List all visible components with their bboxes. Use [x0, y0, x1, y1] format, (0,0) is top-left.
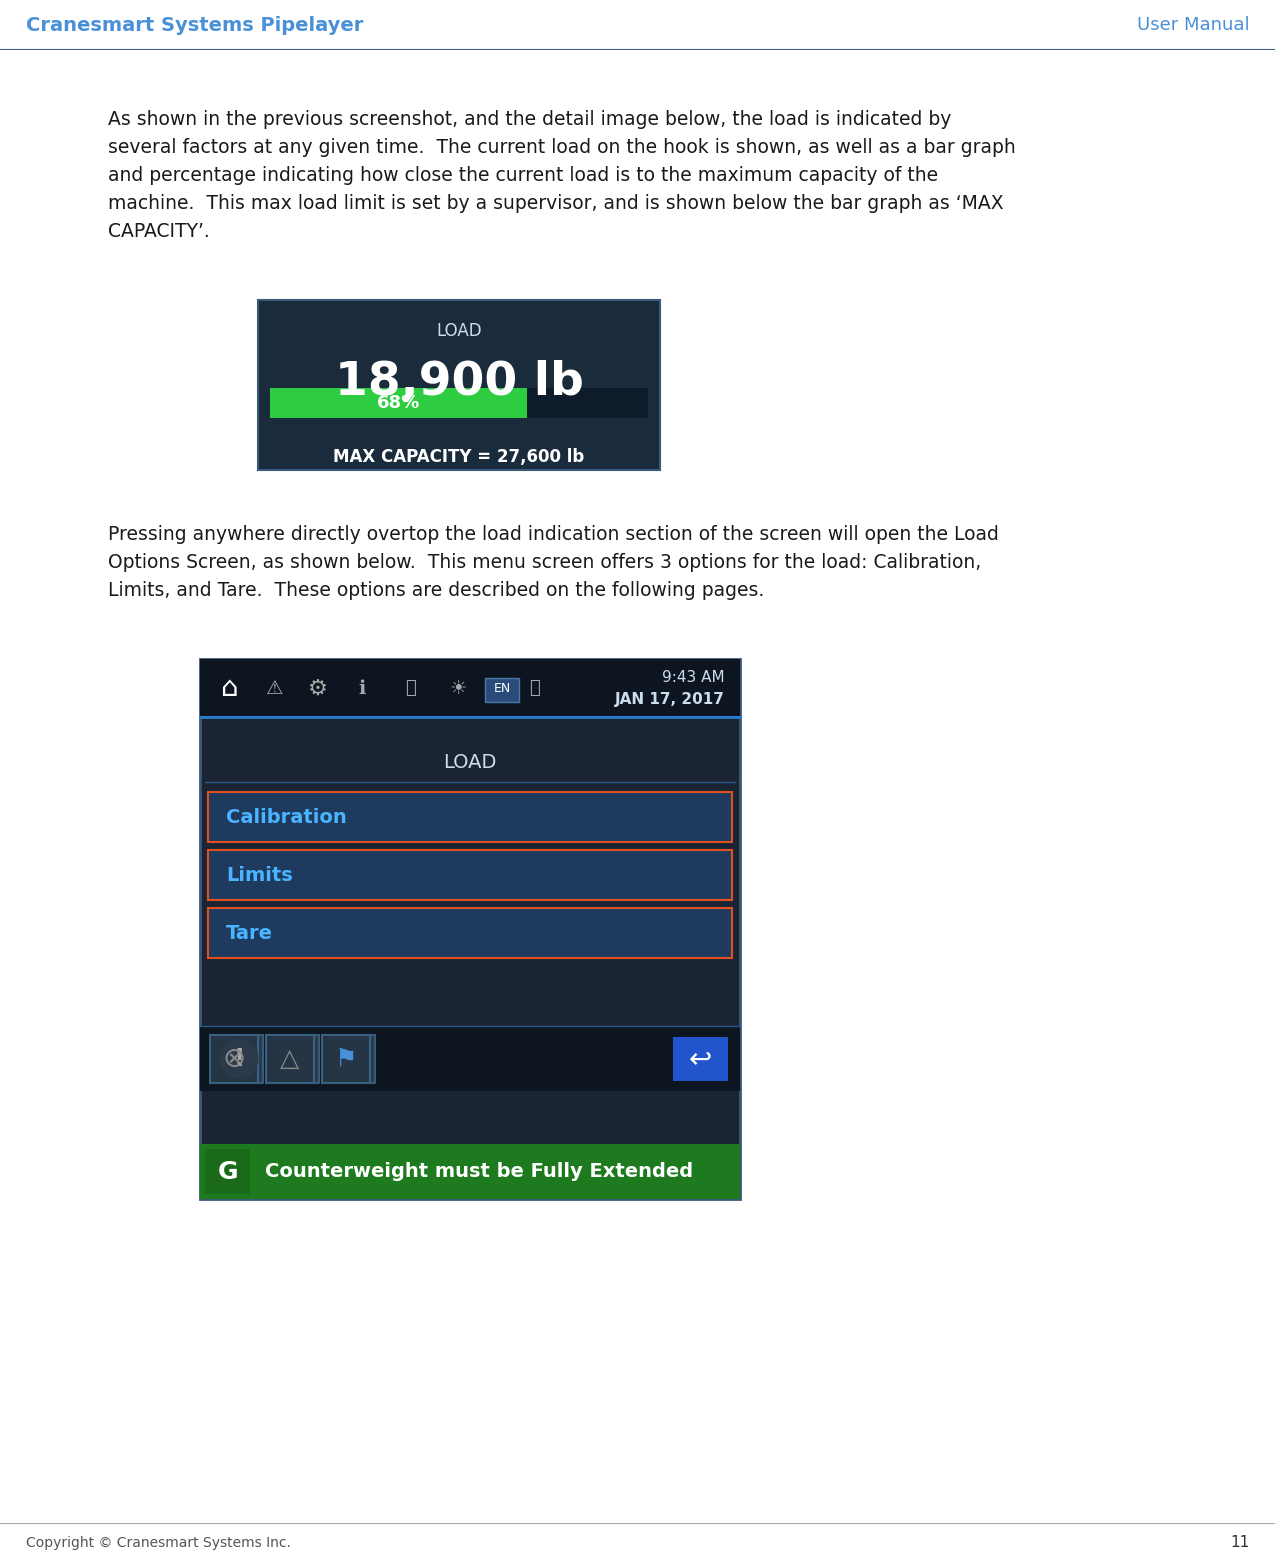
Text: machine.  This max load limit is set by a supervisor, and is shown below the bar: machine. This max load limit is set by a… [108, 194, 1003, 213]
FancyBboxPatch shape [673, 1037, 728, 1081]
Text: Limits, and Tare.  These options are described on the following pages.: Limits, and Tare. These options are desc… [108, 581, 764, 600]
FancyBboxPatch shape [205, 1149, 250, 1194]
FancyBboxPatch shape [210, 1034, 258, 1083]
FancyBboxPatch shape [323, 1034, 370, 1083]
Text: JAN 17, 2017: JAN 17, 2017 [615, 691, 725, 707]
Text: 18,900 lb: 18,900 lb [334, 360, 584, 406]
Bar [200, 660, 740, 718]
Text: Limits: Limits [226, 865, 293, 885]
Text: 👤: 👤 [404, 679, 416, 697]
FancyBboxPatch shape [208, 909, 732, 957]
Text: LOAD: LOAD [436, 323, 482, 340]
Text: Calibration: Calibration [226, 807, 347, 827]
Bar [270, 389, 527, 418]
Text: EN: EN [493, 682, 510, 694]
Text: ☀: ☀ [449, 679, 467, 697]
Bar [270, 389, 648, 418]
Text: G: G [218, 1160, 238, 1183]
Text: Tare: Tare [226, 923, 273, 943]
FancyBboxPatch shape [200, 660, 740, 1199]
Text: 68%: 68% [377, 395, 421, 412]
Text: ⚙: ⚙ [309, 679, 328, 699]
Bar [200, 1144, 740, 1199]
FancyBboxPatch shape [208, 793, 732, 841]
Bar [484, 679, 519, 702]
Text: several factors at any given time.  The current load on the hook is shown, as we: several factors at any given time. The c… [108, 138, 1016, 157]
Text: ⌂: ⌂ [221, 674, 238, 702]
Bar [200, 1026, 740, 1091]
Text: and percentage indicating how close the current load is to the maximum capacity : and percentage indicating how close the … [108, 166, 938, 185]
Text: Copyright © Cranesmart Systems Inc.: Copyright © Cranesmart Systems Inc. [26, 1536, 291, 1550]
Text: ⊗: ⊗ [222, 1045, 246, 1073]
Text: ⚑: ⚑ [335, 1047, 357, 1070]
Text: ℹ: ℹ [358, 679, 366, 697]
Text: 11: 11 [1230, 1536, 1250, 1550]
FancyBboxPatch shape [208, 851, 732, 899]
FancyBboxPatch shape [266, 1034, 314, 1083]
Text: User Manual: User Manual [1137, 16, 1250, 34]
Text: CAPACITY’.: CAPACITY’. [108, 223, 210, 241]
Text: ↩: ↩ [688, 1045, 713, 1073]
Text: As shown in the previous screenshot, and the detail image below, the load is ind: As shown in the previous screenshot, and… [108, 110, 951, 128]
Text: 💬: 💬 [529, 679, 541, 697]
Text: Options Screen, as shown below.  This menu screen offers 3 options for the load:: Options Screen, as shown below. This men… [108, 553, 982, 572]
Bar [272, 1034, 319, 1083]
FancyBboxPatch shape [258, 301, 660, 470]
Text: !: ! [233, 1047, 245, 1070]
Text: △: △ [280, 1047, 300, 1070]
Bar [215, 1034, 263, 1083]
Text: Pressing anywhere directly overtop the load indication section of the screen wil: Pressing anywhere directly overtop the l… [108, 525, 998, 544]
Text: Counterweight must be Fully Extended: Counterweight must be Fully Extended [265, 1163, 694, 1182]
Text: 9:43 AM: 9:43 AM [663, 669, 725, 685]
Bar [326, 1034, 375, 1083]
Text: ⚠: ⚠ [266, 679, 284, 697]
Text: MAX CAPACITY = 27,600 lb: MAX CAPACITY = 27,600 lb [333, 448, 585, 465]
Text: Cranesmart Systems Pipelayer: Cranesmart Systems Pipelayer [26, 16, 363, 34]
Text: LOAD: LOAD [444, 752, 497, 771]
